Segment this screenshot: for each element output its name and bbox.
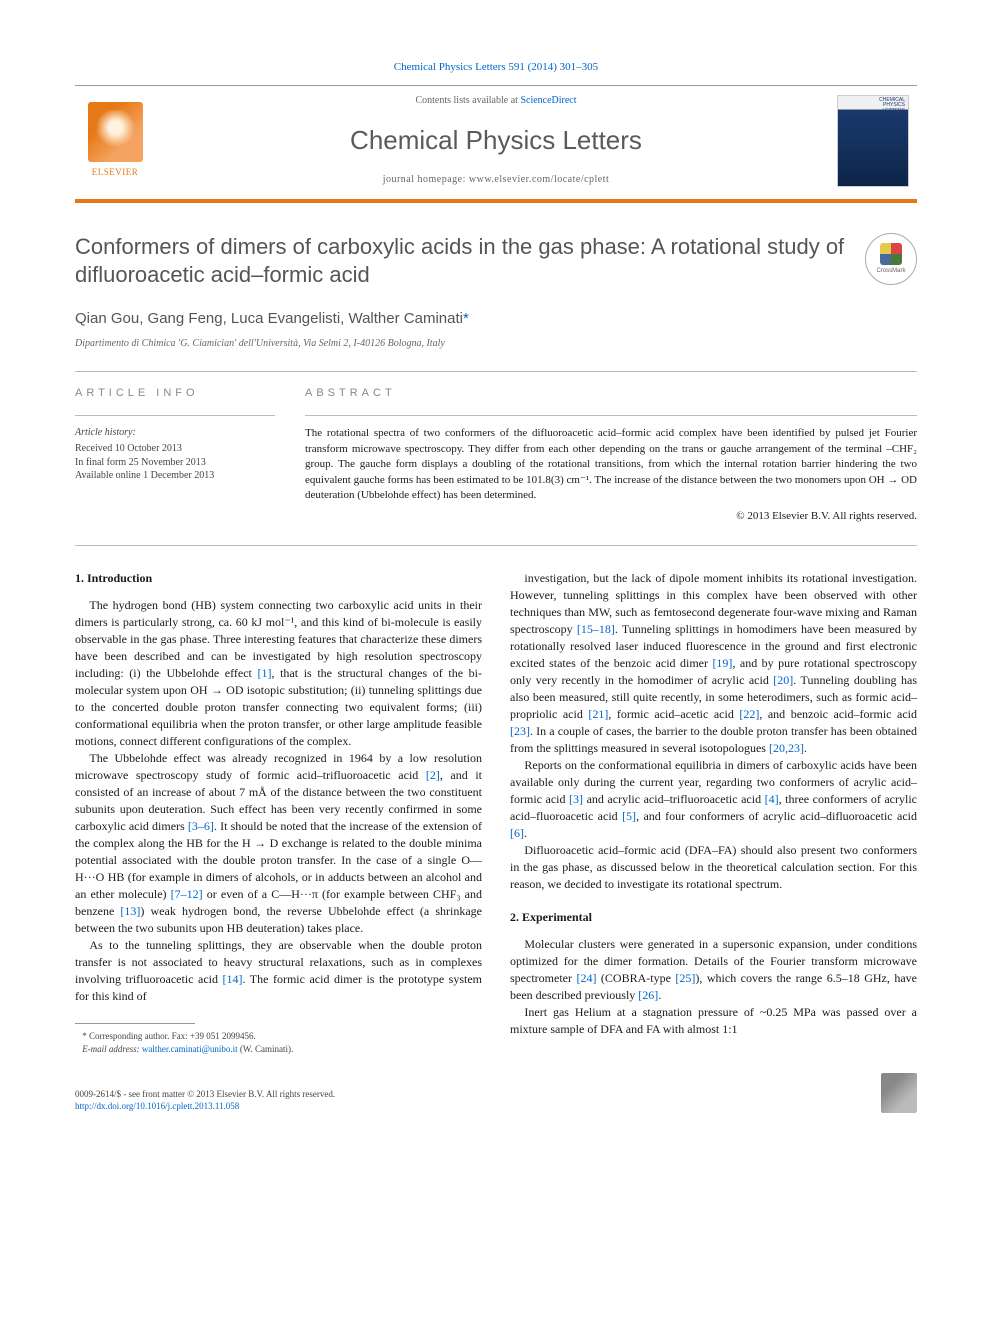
ref-14[interactable]: [14] bbox=[223, 972, 243, 986]
article-info-label: ARTICLE INFO bbox=[75, 386, 275, 401]
email-name: (W. Caminati). bbox=[240, 1044, 293, 1054]
ref-6[interactable]: [6] bbox=[510, 826, 524, 840]
ref-25[interactable]: [25] bbox=[675, 971, 695, 985]
ref-19[interactable]: [19] bbox=[712, 656, 732, 670]
authors-text: Qian Gou, Gang Feng, Luca Evangelisti, W… bbox=[75, 310, 463, 327]
divider-top bbox=[75, 371, 917, 372]
ref-1[interactable]: [1] bbox=[257, 666, 271, 680]
issn-line: 0009-2614/$ - see front matter © 2013 El… bbox=[75, 1088, 335, 1101]
email-link[interactable]: walther.caminati@unibo.it bbox=[140, 1044, 240, 1054]
footnote-email: E-mail address: walther.caminati@unibo.i… bbox=[75, 1043, 482, 1055]
exp-heading: 2. Experimental bbox=[510, 909, 917, 926]
intro-p1: The hydrogen bond (HB) system connecting… bbox=[75, 597, 482, 750]
journal-name: Chemical Physics Letters bbox=[155, 122, 837, 158]
ref-23[interactable]: [23] bbox=[510, 724, 530, 738]
divider-bottom bbox=[75, 545, 917, 546]
ref-4[interactable]: [4] bbox=[765, 792, 779, 806]
doi-link[interactable]: http://dx.doi.org/10.1016/j.cplett.2013.… bbox=[75, 1101, 239, 1111]
affiliation: Dipartimento di Chimica 'G. Ciamician' d… bbox=[75, 337, 917, 351]
ref-21[interactable]: [21] bbox=[588, 707, 608, 721]
ref-22[interactable]: [22] bbox=[739, 707, 759, 721]
crossmark-label: CrossMark bbox=[876, 267, 905, 275]
exp-p2: Inert gas Helium at a stagnation pressur… bbox=[510, 1004, 917, 1038]
info-divider bbox=[75, 415, 275, 416]
homepage-prefix: journal homepage: bbox=[383, 174, 469, 185]
elsevier-mini-icon bbox=[881, 1073, 917, 1113]
abstract-label: ABSTRACT bbox=[305, 386, 917, 401]
copyright-line: © 2013 Elsevier B.V. All rights reserved… bbox=[305, 509, 917, 524]
ref-26[interactable]: [26] bbox=[638, 988, 658, 1002]
email-label: E-mail address: bbox=[82, 1044, 139, 1054]
intro-p4: investigation, but the lack of dipole mo… bbox=[510, 570, 917, 757]
ref-20-23[interactable]: [20,23] bbox=[769, 741, 804, 755]
elsevier-tree-icon bbox=[88, 102, 143, 162]
exp-p1: Molecular clusters were generated in a s… bbox=[510, 936, 917, 1004]
intro-p6: Difluoroacetic acid–formic acid (DFA–FA)… bbox=[510, 842, 917, 893]
ref-15-18[interactable]: [15–18] bbox=[577, 622, 615, 636]
ref-3-6[interactable]: [3–6] bbox=[188, 819, 214, 833]
ref-20[interactable]: [20] bbox=[773, 673, 793, 687]
sciencedirect-link[interactable]: ScienceDirect bbox=[520, 95, 576, 106]
ref-3[interactable]: [3] bbox=[569, 792, 583, 806]
intro-heading: 1. Introduction bbox=[75, 570, 482, 587]
author-list: Qian Gou, Gang Feng, Luca Evangelisti, W… bbox=[75, 308, 917, 329]
corresponding-marker: * bbox=[463, 310, 469, 327]
ref-13[interactable]: [13] bbox=[120, 904, 140, 918]
left-column: 1. Introduction The hydrogen bond (HB) s… bbox=[75, 570, 482, 1055]
crossmark-icon bbox=[880, 243, 902, 265]
crossmark-badge[interactable]: CrossMark bbox=[865, 233, 917, 285]
homepage-url[interactable]: www.elsevier.com/locate/cplett bbox=[469, 174, 609, 185]
abstract-text: The rotational spectra of two conformers… bbox=[305, 426, 917, 503]
abstract-divider bbox=[305, 415, 917, 416]
ref-7-12[interactable]: [7–12] bbox=[171, 887, 203, 901]
journal-cover-thumbnail bbox=[837, 95, 909, 187]
contents-prefix: Contents lists available at bbox=[415, 95, 520, 106]
elsevier-label: ELSEVIER bbox=[92, 166, 139, 179]
ref-2[interactable]: [2] bbox=[426, 768, 440, 782]
ref-5[interactable]: [5] bbox=[622, 809, 636, 823]
history-received: Received 10 October 2013 bbox=[75, 442, 275, 456]
doi-block: 0009-2614/$ - see front matter © 2013 El… bbox=[75, 1088, 335, 1113]
contents-available-line: Contents lists available at ScienceDirec… bbox=[155, 94, 837, 108]
journal-reference: Chemical Physics Letters 591 (2014) 301–… bbox=[75, 60, 917, 75]
intro-p5: Reports on the conformational equilibria… bbox=[510, 757, 917, 842]
right-column: investigation, but the lack of dipole mo… bbox=[510, 570, 917, 1055]
ref-24[interactable]: [24] bbox=[576, 971, 596, 985]
journal-homepage-line: journal homepage: www.elsevier.com/locat… bbox=[155, 173, 837, 187]
footnote-corresponding: * Corresponding author. Fax: +39 051 209… bbox=[75, 1030, 482, 1042]
intro-p2: The Ubbelohde effect was already recogni… bbox=[75, 750, 482, 937]
journal-header: ELSEVIER Contents lists available at Sci… bbox=[75, 85, 917, 202]
history-final: In final form 25 November 2013 bbox=[75, 456, 275, 470]
history-label: Article history: bbox=[75, 426, 275, 440]
publisher-logo-block: ELSEVIER bbox=[75, 102, 155, 179]
history-online: Available online 1 December 2013 bbox=[75, 469, 275, 483]
intro-p3: As to the tunneling splittings, they are… bbox=[75, 937, 482, 1005]
article-title: Conformers of dimers of carboxylic acids… bbox=[75, 233, 845, 290]
footnote-separator bbox=[75, 1023, 195, 1024]
